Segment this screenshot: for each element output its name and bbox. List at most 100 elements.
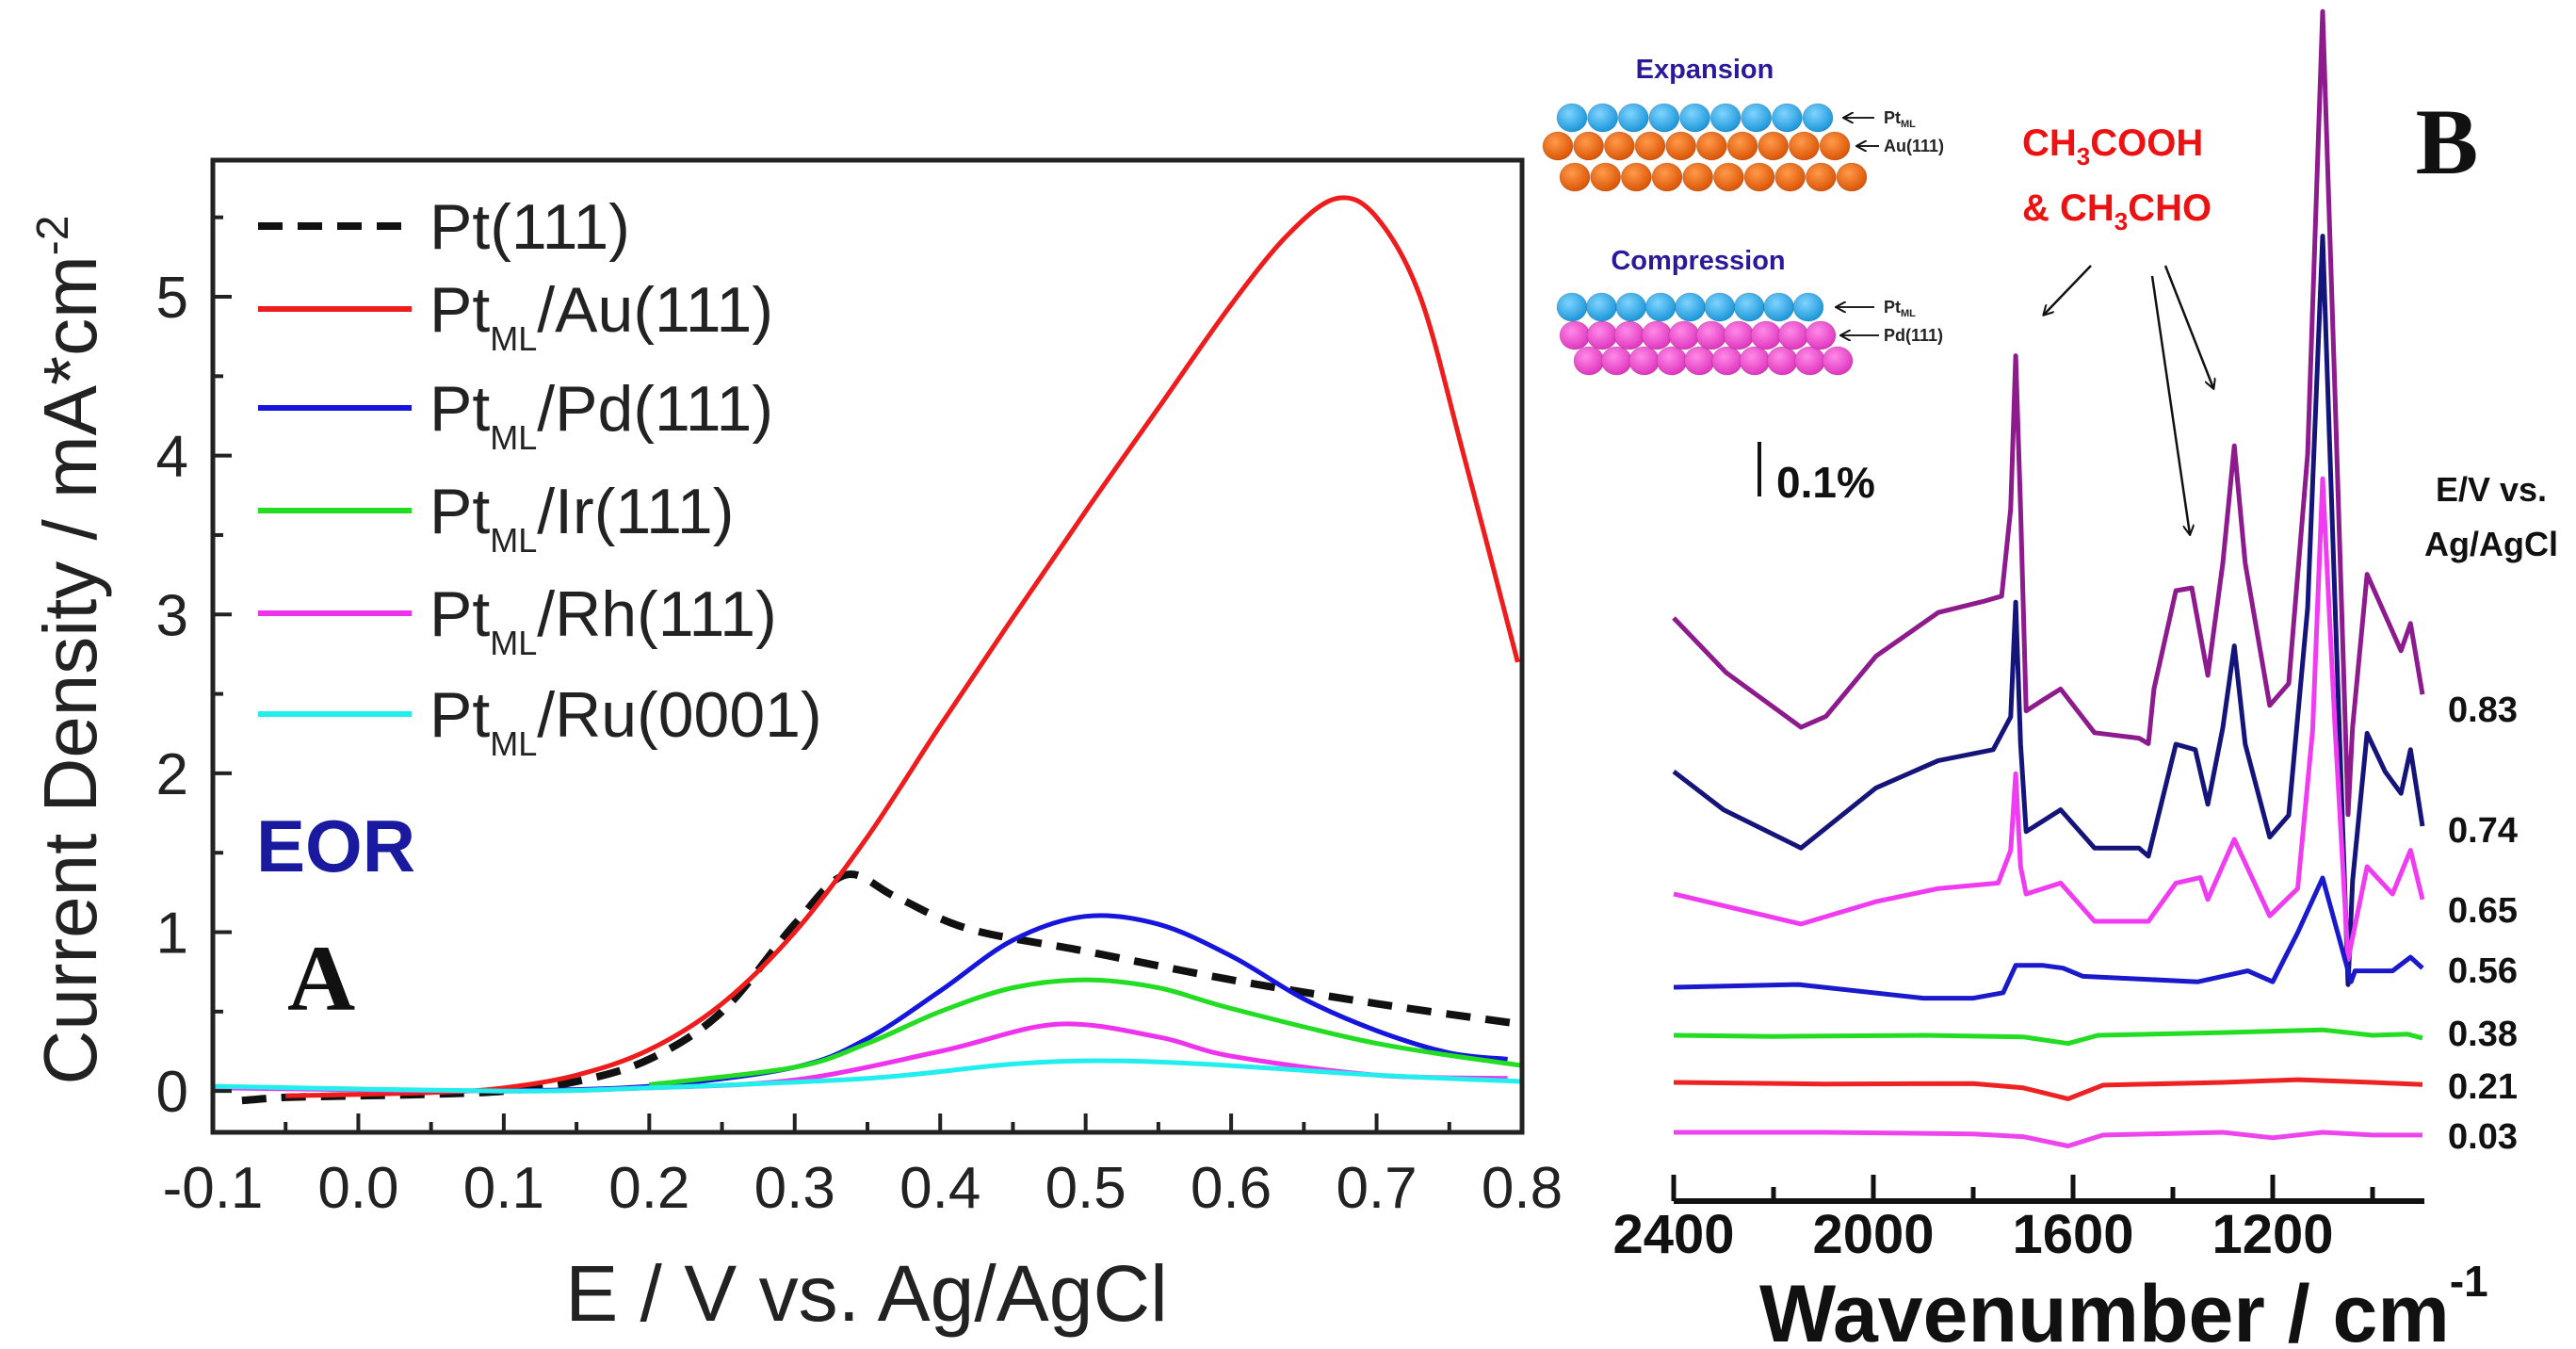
au-atom: [1559, 162, 1591, 192]
legend-label: PtML/Rh(111): [429, 578, 777, 662]
pt-ml-label-top: PtML: [1884, 108, 1916, 130]
panel-b-label: B: [2416, 89, 2479, 194]
pd-atom: [1559, 320, 1591, 350]
annotation-arrow-1715: [2044, 265, 2092, 315]
spectrum-0_83V: [1672, 8, 2425, 818]
au-atom: [1590, 162, 1622, 192]
legend-label: PtML/Ru(0001): [429, 679, 822, 763]
au-atom: [1665, 131, 1697, 161]
pd-atom: [1805, 320, 1837, 350]
legend-label-main: Pt: [429, 476, 490, 547]
panel-b-ticks: 2400 2000 1600 1200: [1612, 1175, 2375, 1265]
au-atom: [1682, 162, 1714, 192]
potential-label: 0.65: [2448, 891, 2518, 931]
product-annotation-line2: & CH3CHO: [2022, 187, 2211, 236]
pt-atom: [1644, 292, 1677, 322]
legend-label-rest: /Ru(0001): [537, 679, 821, 751]
pt-ml-label-bottom: PtML: [1884, 298, 1916, 319]
au-atom: [1712, 162, 1744, 192]
au-atom: [1542, 131, 1574, 161]
legend-label-sub: ML: [490, 724, 537, 763]
lattice-strain-schematic: Expansion Compression PtML Au(111) PtML …: [1542, 55, 1944, 376]
x-tick-label: 0.1: [463, 1156, 544, 1221]
x-tick-label: 0.4: [899, 1156, 980, 1221]
au-atom: [1836, 162, 1868, 192]
au-atom: [1726, 131, 1758, 161]
scale-bar-label: 0.1%: [1776, 458, 1875, 507]
potential-label: 0.74: [2448, 811, 2518, 851]
au-atom: [1651, 162, 1683, 192]
pd-atom: [1766, 346, 1798, 376]
pd-atom: [1695, 320, 1727, 350]
potential-label: 0.21: [2448, 1067, 2518, 1107]
panel-a-ylabel: Current Density / mA*cm-2: [28, 216, 112, 1085]
legend-label-rest: /Pd(111): [537, 373, 773, 445]
spectrum-0_21V: [1673, 1077, 2423, 1101]
potential-label: 0.83: [2448, 691, 2518, 730]
pt-atom: [1763, 292, 1795, 322]
eor-annotation: EOR: [256, 805, 415, 887]
panel-a-label: A: [287, 926, 355, 1031]
annotation-arrow-1280: [2163, 265, 2213, 388]
y-tick-label: 1: [156, 902, 188, 967]
pd-atom: [1600, 346, 1632, 376]
panel-a-xlabel: E / V vs. Ag/AgCl: [565, 1249, 1168, 1338]
legend-label: Pt(111): [429, 191, 630, 263]
pt-atom: [1615, 292, 1647, 322]
au-atom: [1620, 162, 1652, 192]
cv-curve-ptml-ru-0001-: [212, 1058, 1523, 1094]
y-tick-label: 0: [156, 1060, 188, 1125]
pd-atom: [1641, 320, 1673, 350]
atom-layers: [1542, 103, 1868, 376]
pt-atom: [1733, 292, 1765, 322]
y-tick-label: 3: [156, 583, 188, 648]
pd-atom: [1723, 320, 1755, 350]
panel-b-potential-labels: 0.83 0.74 0.65 0.56 0.38 0.21 0.03: [2448, 691, 2518, 1157]
y-tick-label: 4: [156, 425, 188, 490]
spectrum-0_38V: [1673, 1027, 2423, 1047]
au-atom: [1758, 131, 1790, 161]
au-label: Au(111): [1884, 137, 1944, 155]
x-tick-label: 2400: [1612, 1204, 1734, 1265]
pd-atom: [1822, 346, 1854, 376]
spectrum-0_65V: [1673, 476, 2425, 963]
x-tick-label: 1600: [2012, 1204, 2133, 1265]
au-atom: [1603, 131, 1635, 161]
x-tick-label: 2000: [1812, 1204, 1934, 1265]
potential-header-line1: E/V vs.: [2436, 470, 2547, 509]
x-tick-label: -0.1: [163, 1156, 264, 1221]
pt-atom: [1709, 103, 1742, 133]
pt-atom: [1587, 103, 1619, 133]
product-annotation: CH3COOH & CH3CHO: [2022, 122, 2211, 236]
legend-label-main: Pt: [429, 679, 490, 751]
pt-atom: [1556, 292, 1588, 322]
pt-atom: [1741, 103, 1773, 133]
au-atom: [1743, 162, 1775, 192]
potential-label: 0.38: [2448, 1015, 2518, 1054]
legend-label-main: Pt(111): [429, 191, 630, 263]
annotation-arrow-1365: [2150, 275, 2190, 534]
legend-label-rest: /Rh(111): [537, 578, 776, 650]
pd-atom: [1683, 346, 1715, 376]
pt-atom: [1617, 103, 1649, 133]
x-tick-label: 0.5: [1045, 1156, 1126, 1221]
expansion-title: Expansion: [1636, 55, 1774, 85]
panel-a-ticks: -0.1 0.0 0.1 0.2 0.3 0.4 0.5 0.6 0.7 0.8 0 1 2 3 4 5: [156, 215, 1563, 1221]
pd-atom: [1794, 346, 1826, 376]
pd-atom: [1573, 346, 1605, 376]
x-tick-label: 1200: [2211, 1204, 2333, 1265]
panel-a-plot-frame: [210, 157, 1525, 1135]
cv-curve-ptml-ir-111-: [649, 977, 1523, 1087]
pd-atom: [1777, 320, 1809, 350]
pt-atom: [1679, 103, 1710, 133]
pt-atom: [1556, 103, 1588, 133]
spectrum-0_74V: [1672, 234, 2425, 987]
x-tick-label: 0.2: [608, 1156, 689, 1221]
legend-label-sub: ML: [490, 418, 537, 457]
potential-label: 0.03: [2448, 1117, 2518, 1157]
panel-b-xlabel: Wavenumber / cm-1: [1759, 1257, 2488, 1349]
au-atom: [1819, 131, 1851, 161]
pd-atom: [1668, 320, 1700, 350]
au-atom: [1634, 131, 1666, 161]
au-atom: [1573, 131, 1605, 161]
